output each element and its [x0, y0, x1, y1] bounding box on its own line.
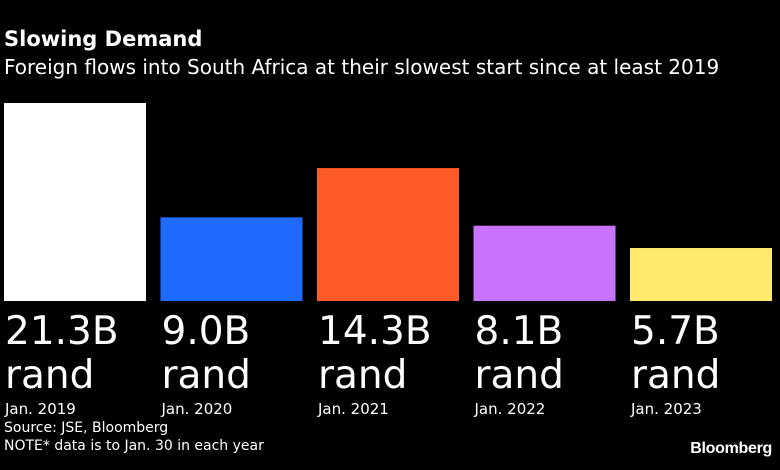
bar-category-label: Jan. 2019 — [5, 400, 76, 418]
bar-value-label: 14.3B — [318, 309, 432, 354]
bar-label-4: 8.1B rand Jan. 2022 — [474, 309, 625, 419]
bar-label-2: 9.0B rand Jan. 2020 — [161, 309, 312, 419]
bar-category-label: Jan. 2020 — [161, 400, 233, 418]
source-note: Source: JSE, Bloomberg — [4, 420, 169, 436]
bar-unit-label: rand — [5, 353, 95, 398]
bar-label-1: 21.3B rand Jan. 2019 — [5, 309, 155, 419]
chart-title: Slowing Demand — [4, 27, 203, 51]
bar-value-label: 21.3B — [5, 309, 119, 354]
data-note: NOTE* data is to Jan. 30 in each year — [4, 438, 264, 454]
bar-value-label: 9.0B — [161, 309, 251, 354]
bar-4 — [473, 225, 616, 301]
bar-category-label: Jan. 2022 — [474, 400, 546, 418]
bloomberg-logo: Bloomberg — [690, 440, 772, 457]
bar-category-label: Jan. 2021 — [318, 400, 389, 418]
bar-5 — [630, 248, 772, 301]
bar-unit-label: rand — [631, 353, 721, 398]
chart-footer: Source: JSE, Bloomberg NOTE* data is to … — [4, 419, 264, 455]
bar-category-label: Jan. 2023 — [631, 400, 702, 418]
bar-label-3: 14.3B rand Jan. 2021 — [318, 309, 468, 419]
bar-unit-label: rand — [161, 353, 251, 398]
bar-unit-label: rand — [474, 353, 564, 398]
chart-subtitle: Foreign flows into South Africa at their… — [4, 55, 720, 79]
bar-value-label: 5.7B — [631, 309, 720, 354]
bar-3 — [317, 168, 459, 301]
bar-2 — [160, 217, 303, 301]
bar-1 — [4, 103, 146, 301]
bar-unit-label: rand — [318, 353, 408, 398]
bar-label-5: 5.7B rand Jan. 2023 — [631, 309, 780, 419]
bar-value-label: 8.1B — [474, 309, 564, 354]
